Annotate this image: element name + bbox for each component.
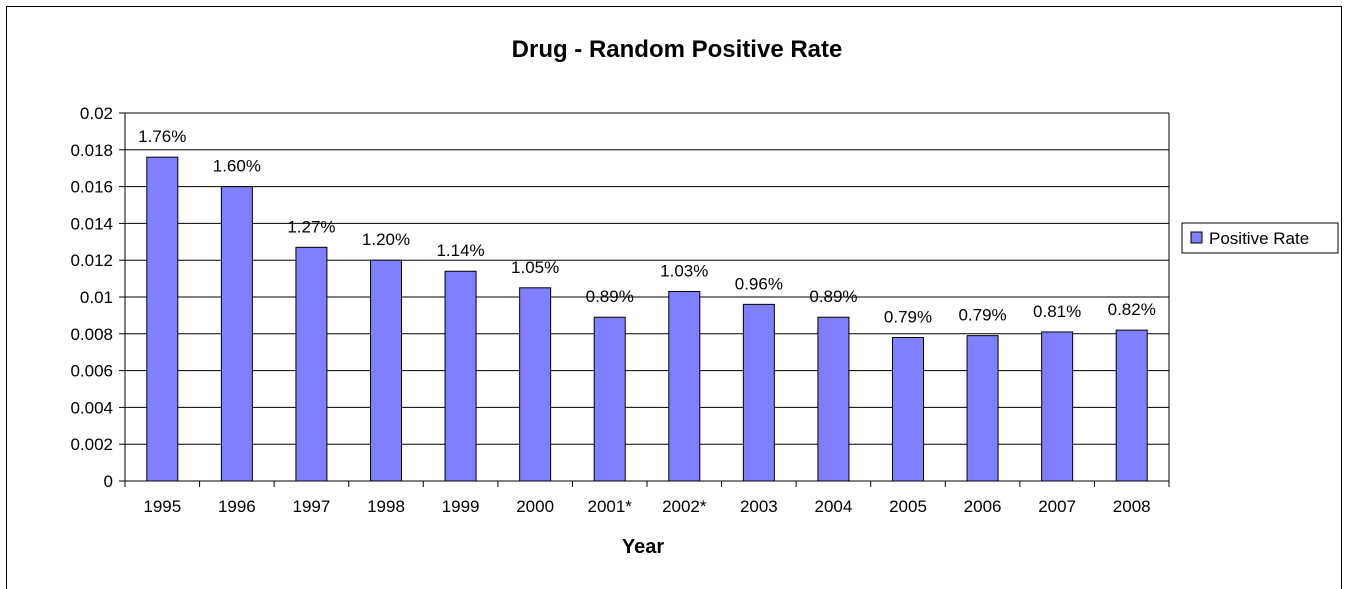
data-label: 0.82%: [1108, 300, 1156, 319]
y-tick-label: 0.02: [80, 104, 113, 123]
x-tick-label: 1996: [218, 497, 256, 516]
data-label: 1.27%: [287, 217, 335, 236]
y-tick-label: 0.002: [70, 435, 113, 454]
x-tick-label: 2007: [1038, 497, 1076, 516]
bar: [295, 246, 328, 482]
bar: [966, 335, 999, 482]
x-tick-label: 2001*: [587, 497, 632, 516]
bar: [444, 270, 477, 482]
y-tick-label: 0.01: [80, 288, 113, 307]
bar: [220, 186, 253, 482]
x-tick-label: 2008: [1113, 497, 1151, 516]
x-axis-ticks: 1995 1996 1997 1998 1999 2000 2001* 2002* 2003 20…: [124, 481, 1170, 516]
data-label: 1.60%: [213, 157, 261, 176]
data-label: 0.89%: [809, 287, 857, 306]
chart-title: Drug - Random Positive Rate: [512, 36, 843, 63]
gridlines: [125, 112, 1169, 445]
data-labels: 1.76% 1.60% 1.27% 1.20% 1.14% 1.05% 0.89% 1.03%…: [138, 127, 1156, 326]
data-label: 0.96%: [735, 274, 783, 293]
x-tick-label: 2000: [516, 497, 554, 516]
y-tick-label: 0.018: [70, 141, 113, 160]
x-tick-label: 1995: [143, 497, 181, 516]
x-tick-label: 1997: [293, 497, 331, 516]
data-label: 0.79%: [958, 306, 1006, 325]
bar: [817, 316, 850, 482]
y-tick-label: 0.016: [70, 178, 113, 197]
data-label: 1.76%: [138, 127, 186, 146]
data-label: 1.03%: [660, 261, 708, 280]
data-label: 0.89%: [586, 287, 634, 306]
x-tick-label: 2006: [964, 497, 1002, 516]
y-tick-label: 0: [104, 472, 113, 491]
legend-label: Positive Rate: [1209, 229, 1309, 248]
y-axis-ticks: 0 0.002 0.004 0.006 0.008 0.01 0.012 0.014 0.016…: [70, 104, 125, 491]
legend-box: [1181, 222, 1339, 254]
y-tick-label: 0.008: [70, 325, 113, 344]
bar: [593, 316, 626, 482]
bars: [146, 156, 1148, 482]
x-tick-label: 1998: [367, 497, 405, 516]
data-label: 0.79%: [884, 307, 932, 326]
y-tick-label: 0.014: [70, 214, 113, 233]
y-tick-label: 0.012: [70, 251, 113, 270]
x-tick-label: 1999: [442, 497, 480, 516]
legend-swatch: [1190, 231, 1203, 244]
data-label: 1.14%: [436, 241, 484, 260]
x-tick-label: 2003: [740, 497, 778, 516]
data-label: 1.05%: [511, 258, 559, 277]
bar: [1115, 329, 1148, 482]
bar: [668, 290, 701, 482]
y-tick-label: 0.006: [70, 362, 113, 381]
bar: [892, 336, 924, 482]
y-tick-label: 0.004: [70, 398, 113, 417]
x-tick-label: 2002*: [662, 497, 707, 516]
data-label: 1.20%: [362, 230, 410, 249]
data-label: 0.81%: [1033, 302, 1081, 321]
x-axis-title: Year: [622, 536, 664, 558]
bar: [370, 259, 402, 482]
bar: [146, 156, 179, 482]
bar: [519, 287, 552, 482]
x-tick-label: 2005: [889, 497, 927, 516]
bar: [742, 303, 775, 482]
x-tick-label: 2004: [815, 497, 853, 516]
bar: [1041, 331, 1074, 482]
legend: Positive Rate: [1181, 222, 1339, 254]
